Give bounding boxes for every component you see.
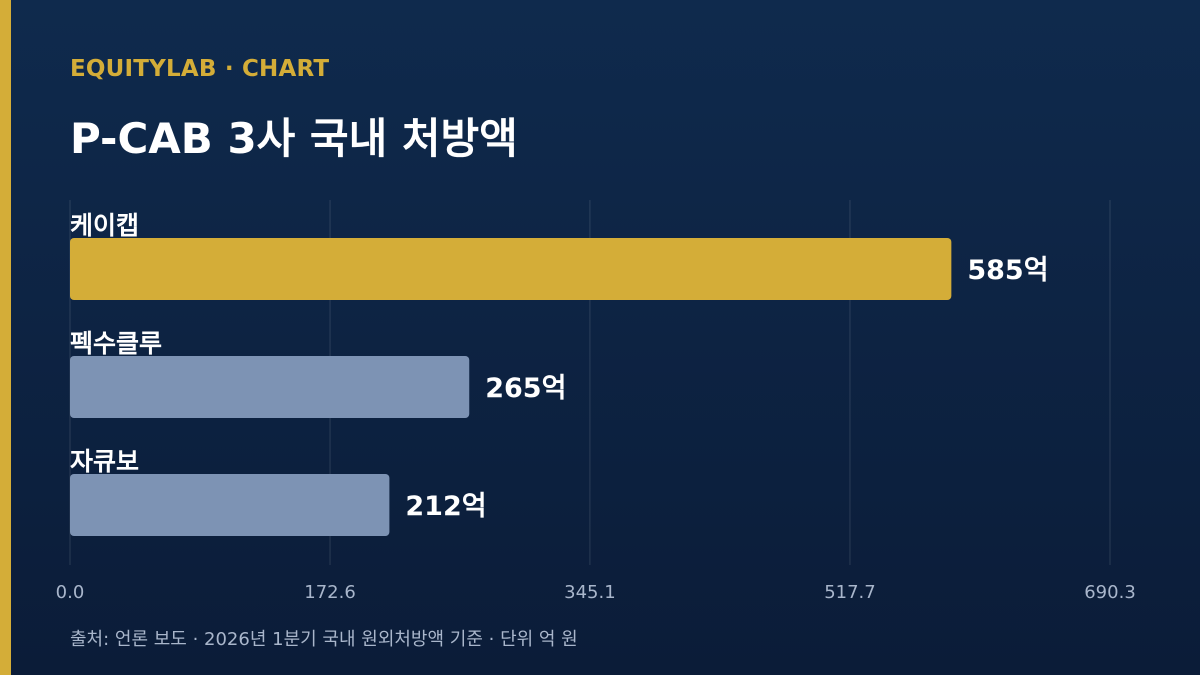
x-tick-label: 345.1 — [564, 582, 616, 603]
x-tick-label: 517.7 — [824, 582, 876, 603]
bar — [70, 356, 470, 418]
x-tick-label: 690.3 — [1084, 582, 1136, 603]
accent-bar — [0, 0, 11, 675]
category-label: 펙수클루 — [70, 329, 162, 358]
value-label: 265억 — [485, 373, 566, 404]
kicker: EQUITYLAB · CHART — [70, 56, 330, 82]
category-label: 자큐보 — [70, 447, 139, 476]
x-tick-label: 0.0 — [56, 582, 85, 603]
category-label: 케이캡 — [70, 211, 139, 240]
source-note: 출처: 언론 보도 · 2026년 1분기 국내 원외처방액 기준 · 단위 억… — [70, 629, 578, 650]
chart-title: P-CAB 3사 국내 처방액 — [70, 114, 518, 163]
x-tick-labels: 0.0 172.6 345.1 517.7 690.3 — [56, 582, 1136, 603]
value-label: 212억 — [405, 491, 486, 522]
value-label: 585억 — [967, 255, 1048, 286]
bar — [70, 474, 390, 536]
bar — [70, 238, 952, 300]
x-tick-label: 172.6 — [304, 582, 356, 603]
